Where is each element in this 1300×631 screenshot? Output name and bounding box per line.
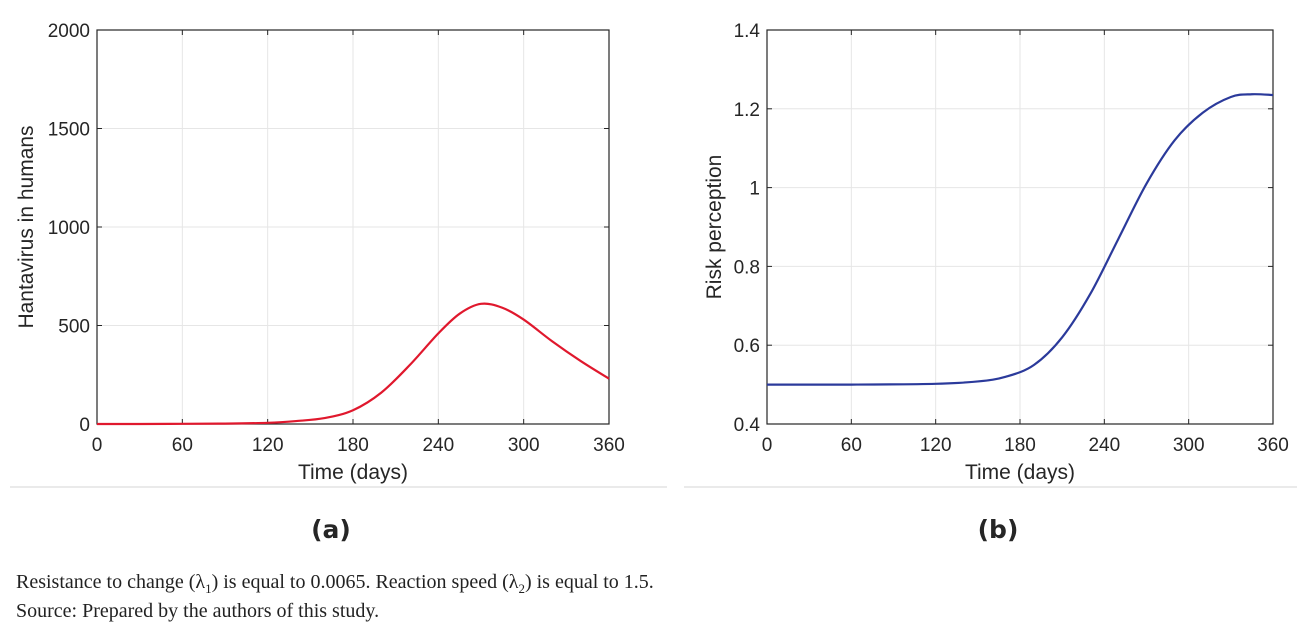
caption-line-1: Resistance to change (λ1) is equal to 0.…: [16, 571, 654, 597]
x-tick-label: 300: [508, 435, 540, 456]
x-tick-label: 360: [1257, 435, 1289, 456]
x-tick-label: 60: [172, 435, 193, 456]
y-tick-label: 0.6: [734, 336, 760, 357]
y-tick-label: 0.4: [734, 415, 761, 436]
caption-text-part-3: ) is equal to 1.5.: [524, 571, 654, 593]
x-tick-label: 240: [1088, 435, 1120, 456]
y-tick-label: 0.8: [734, 257, 760, 278]
x-tick-label: 300: [1173, 435, 1205, 456]
x-tick-label: 120: [252, 435, 284, 456]
series-line: [766, 93, 1274, 386]
y-tick-label: 1.4: [734, 21, 761, 42]
x-tick-label: 0: [762, 435, 773, 456]
y-tick-label: 500: [58, 317, 90, 338]
x-axis-title: Time (days): [965, 461, 1075, 484]
x-tick-label: 0: [92, 435, 103, 456]
chart-panel-a: 0 60 120 180 240 300 360 0 500 1000 1500 2000 Time (…: [10, 21, 667, 544]
y-tick-label: 0: [79, 415, 90, 436]
caption-text-part-1: Resistance to change (λ: [16, 571, 206, 593]
panel-label-b: (b): [978, 515, 1019, 544]
y-axis-title: Risk perception: [703, 155, 726, 300]
caption-text-part-2: ) is equal to 0.0065. Reaction speed (λ: [211, 571, 519, 593]
x-tick-label: 360: [593, 435, 625, 456]
y-axis-title: Hantavirus in humans: [15, 125, 38, 328]
x-tick-label: 120: [920, 435, 952, 456]
caption-subscript-2: 2: [518, 581, 525, 596]
x-tick-label: 60: [841, 435, 862, 456]
chart-panel-b: 0 60 120 180 240 300 360 0.4 0.6 0.8 1 1.2 1.4 Time (…: [684, 21, 1297, 544]
x-tick-label: 240: [422, 435, 454, 456]
caption-line-2: Source: Prepared by the authors of this …: [16, 600, 380, 622]
series-line: [96, 302, 610, 426]
x-tick-label: 180: [1004, 435, 1036, 456]
figure-canvas: 0 60 120 180 240 300 360 0 500 1000 1500 2000 Time (…: [10, 21, 1297, 544]
y-tick-label: 1500: [48, 120, 90, 141]
y-tick-label: 2000: [48, 21, 90, 42]
panel-label-a: (a): [311, 515, 351, 544]
x-axis-title: Time (days): [298, 461, 408, 484]
caption-subscript-1: 1: [205, 581, 212, 596]
y-tick-label: 1: [749, 179, 760, 200]
y-tick-label: 1000: [48, 218, 90, 239]
x-tick-label: 180: [337, 435, 369, 456]
y-tick-label: 1.2: [734, 100, 760, 121]
